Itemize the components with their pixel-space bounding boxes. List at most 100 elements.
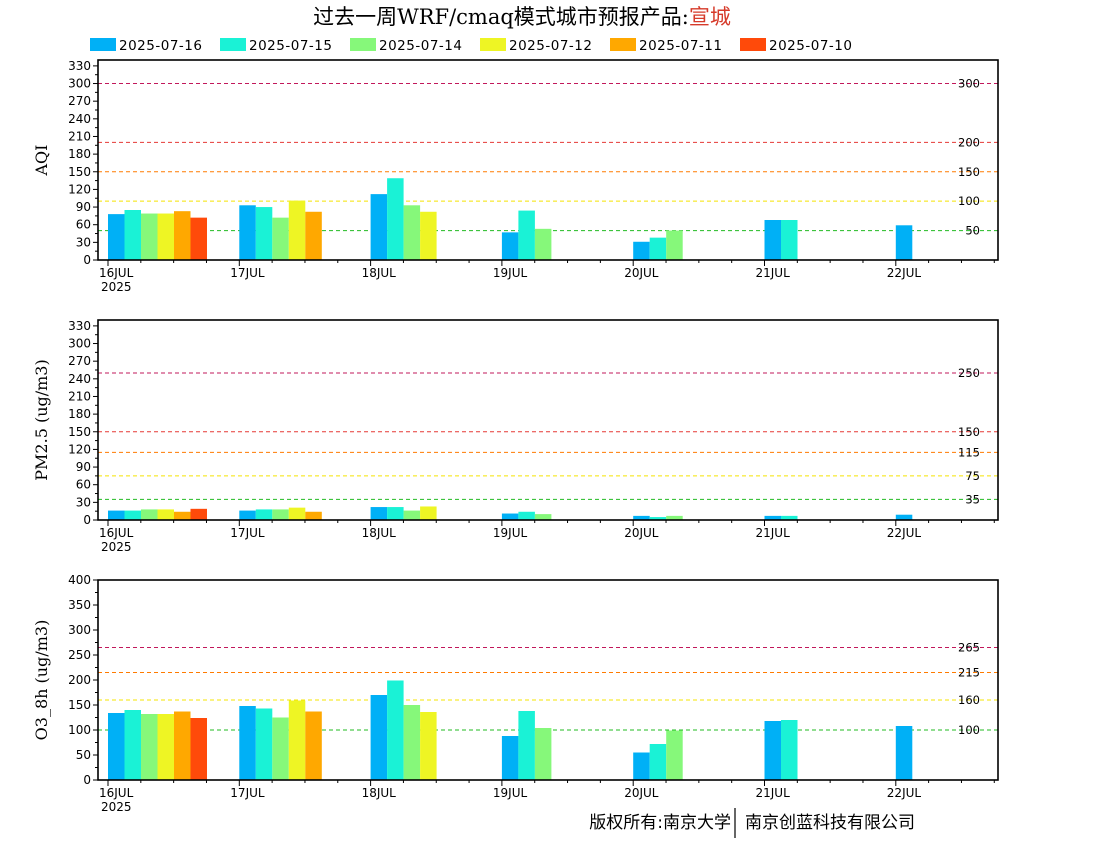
- plot-frame: [97, 319, 999, 521]
- y-tick-label: 60: [76, 478, 91, 492]
- bar: [420, 712, 437, 780]
- legend-swatch: [480, 38, 506, 51]
- bar: [764, 515, 781, 520]
- bar: [239, 510, 256, 520]
- reference-line-label: 265: [958, 641, 980, 655]
- bar: [534, 514, 552, 520]
- plot-frame: [97, 579, 999, 781]
- bar: [174, 511, 191, 520]
- bar: [403, 205, 421, 260]
- bar: [370, 194, 388, 260]
- copyright-footer: 版权所有:南京大学 南京创蓝科技有限公司: [589, 808, 915, 838]
- x-tick-label: 17JUL: [230, 526, 265, 540]
- bar: [288, 507, 306, 520]
- y-tick-label: 240: [68, 112, 91, 126]
- bar: [666, 515, 683, 520]
- chart-title-main: 过去一周WRF/cmaq模式城市预报产品:: [313, 5, 689, 29]
- legend-label: 2025-07-16: [119, 38, 202, 54]
- reference-line-label: 100: [958, 194, 980, 208]
- reference-line-label: 215: [958, 666, 980, 680]
- bar: [666, 730, 683, 780]
- bar: [255, 708, 273, 780]
- x-tick-label: 20JUL: [624, 266, 659, 280]
- legend-swatch: [740, 38, 766, 51]
- bar: [518, 511, 535, 520]
- bar: [633, 241, 650, 260]
- legend-item: 2025-07-11: [610, 38, 722, 54]
- reference-line-label: 160: [958, 693, 980, 707]
- bar: [272, 717, 289, 780]
- bar: [108, 214, 125, 260]
- reference-line-label: 250: [958, 366, 980, 380]
- reference-line-label: 75: [965, 469, 980, 483]
- bar: [157, 509, 174, 520]
- reference-line-label: 115: [958, 445, 980, 459]
- x-year-label: 2025: [101, 800, 132, 814]
- bar: [174, 211, 191, 260]
- legend-swatch: [350, 38, 376, 51]
- legend-label: 2025-07-11: [639, 38, 722, 54]
- y-axis-label: PM2.5 (ug/m3): [32, 359, 51, 480]
- legend-item: 2025-07-16: [90, 38, 202, 54]
- x-tick-label: 22JUL: [887, 526, 922, 540]
- plot-frame: [97, 59, 999, 261]
- y-tick-label: 90: [76, 460, 91, 474]
- copyright-right: 南京创蓝科技有限公司: [745, 813, 915, 833]
- x-tick-label: 21JUL: [756, 786, 791, 800]
- y-tick-label: 350: [68, 598, 91, 612]
- chart-title: 过去一周WRF/cmaq模式城市预报产品: 宣城: [313, 5, 731, 29]
- bar: [124, 210, 141, 260]
- y-tick-label: 270: [68, 354, 91, 368]
- bar: [403, 510, 421, 520]
- bar: [420, 211, 437, 260]
- reference-line-label: 150: [958, 165, 980, 179]
- x-tick-label: 16JUL: [99, 526, 134, 540]
- bar: [764, 220, 781, 260]
- bar: [141, 213, 158, 260]
- x-tick-label: 17JUL: [230, 786, 265, 800]
- legend-item: 2025-07-12: [480, 38, 592, 54]
- bar: [141, 714, 158, 780]
- chart-panels: 3002001501005003060901201501802102402703…: [32, 59, 999, 814]
- legend-label: 2025-07-10: [769, 38, 852, 54]
- legend-swatch: [90, 38, 116, 51]
- bar: [190, 217, 207, 260]
- legend-label: 2025-07-15: [249, 38, 332, 54]
- reference-line-label: 150: [958, 425, 980, 439]
- bar: [649, 517, 667, 520]
- reference-line-label: 50: [965, 224, 980, 238]
- bar: [534, 228, 552, 260]
- y-tick-label: 210: [68, 129, 91, 143]
- bar: [764, 721, 781, 780]
- y-tick-label: 400: [68, 573, 91, 587]
- y-tick-label: 300: [68, 337, 91, 351]
- y-tick-label: 60: [76, 218, 91, 232]
- legend-item: 2025-07-14: [350, 38, 462, 54]
- bar: [501, 232, 519, 260]
- o3-panel: 265 215 160 100 0 50 100 150 200 250 300 350 400 16JU…: [32, 573, 999, 814]
- y-tick-label: 100: [68, 723, 91, 737]
- legend-swatch: [220, 38, 246, 51]
- bar: [501, 736, 519, 780]
- y-tick-label: 120: [68, 442, 91, 456]
- bar: [420, 506, 437, 520]
- bar: [633, 515, 650, 520]
- y-tick-label: 30: [76, 235, 91, 249]
- bar: [108, 713, 125, 780]
- bar: [781, 515, 798, 520]
- bar: [518, 711, 535, 780]
- y-tick-label: 180: [68, 147, 91, 161]
- bar: [124, 710, 141, 780]
- bar: [781, 220, 798, 260]
- bar: [272, 217, 289, 260]
- bar: [239, 706, 256, 780]
- bar: [255, 207, 273, 260]
- legend-swatch: [610, 38, 636, 51]
- x-tick-label: 19JUL: [493, 526, 528, 540]
- y-tick-label: 300: [68, 77, 91, 91]
- pm25-panel: 250 150 115 75 35 0 30 60 90 120 150 180 210 240 270 30…: [32, 319, 999, 554]
- x-tick-label: 20JUL: [624, 526, 659, 540]
- bar: [501, 513, 519, 520]
